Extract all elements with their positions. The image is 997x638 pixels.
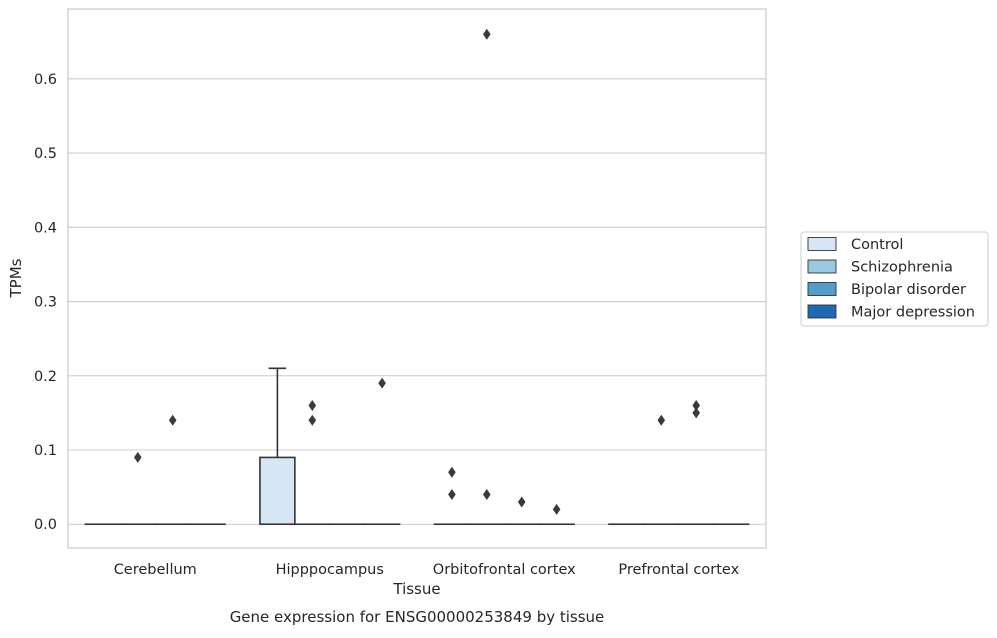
legend-label: Schizophrenia: [851, 260, 953, 276]
outlier-layer: [134, 29, 700, 515]
x-tick-labels: Cerebellum Hipppocampus Orbitofrontal cort…: [114, 562, 740, 578]
y-tick-label: 0.5: [34, 146, 57, 162]
outlier-point: [448, 489, 456, 500]
y-tick-labels: 0.0 0.1 0.2 0.3 0.4 0.5 0.6: [34, 72, 57, 533]
y-axis-label: TPMs: [7, 258, 25, 298]
outlier-point: [378, 378, 386, 389]
chart-caption: Gene expression for ENSG00000253849 by t…: [230, 608, 605, 626]
outlier-point: [309, 400, 317, 411]
outlier-point: [483, 29, 491, 40]
legend-swatch: [808, 283, 836, 296]
legend-swatch: [808, 238, 836, 251]
y-tick-label: 0.0: [34, 517, 57, 533]
y-tick-label: 0.4: [34, 220, 57, 236]
x-axis-label: Tissue: [392, 580, 440, 598]
y-tick-label: 0.2: [34, 369, 57, 385]
outlier-point: [134, 452, 142, 463]
grid-layer: [68, 79, 766, 524]
outlier-point: [309, 415, 317, 426]
legend-swatch: [808, 305, 836, 318]
x-tick-label: Prefrontal cortex: [618, 562, 739, 578]
legend-label: Major depression: [851, 305, 975, 321]
x-tick-label: Orbitofrontal cortex: [433, 562, 576, 578]
outlier-point: [658, 415, 666, 426]
plot-frame: [68, 9, 766, 548]
x-tick-label: Hipppocampus: [276, 562, 384, 578]
legend-swatch: [808, 260, 836, 273]
legend-label: Bipolar disorder: [851, 282, 966, 298]
y-tick-label: 0.1: [34, 443, 57, 459]
box-layer: [85, 368, 748, 524]
legend-label: Control: [851, 237, 903, 253]
y-tick-label: 0.3: [34, 295, 57, 311]
legend: Control Schizophrenia Bipolar disorder Majo…: [801, 232, 988, 326]
y-tick-label: 0.6: [34, 72, 57, 88]
outlier-point: [483, 489, 491, 500]
x-tick-label: Cerebellum: [114, 562, 197, 578]
outlier-point: [448, 467, 456, 478]
outlier-point: [692, 400, 700, 411]
outlier-point: [553, 504, 561, 515]
outlier-point: [518, 496, 526, 507]
box: [260, 457, 295, 524]
outlier-point: [169, 415, 177, 426]
